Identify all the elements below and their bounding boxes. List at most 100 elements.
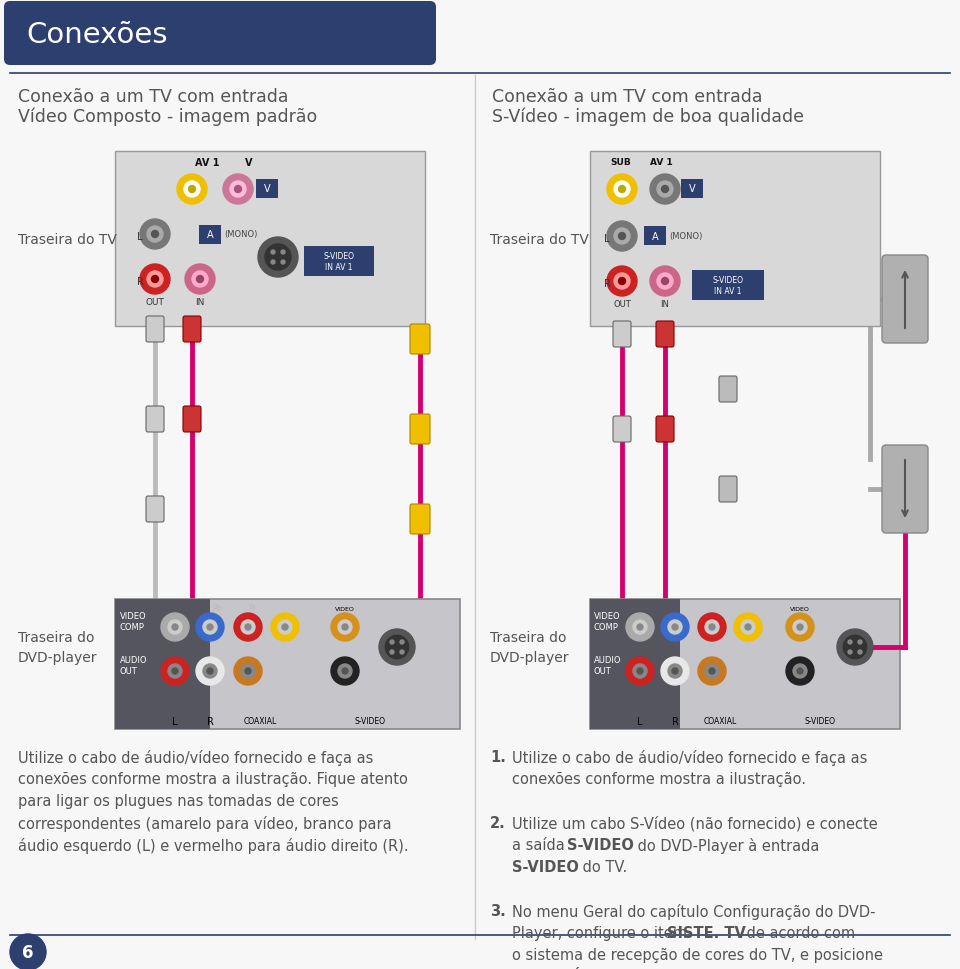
Text: Utilize o cabo de áudio/vídeo fornecido e faça as: Utilize o cabo de áudio/vídeo fornecido … [18, 749, 373, 766]
FancyBboxPatch shape [115, 600, 460, 730]
Circle shape [661, 186, 668, 193]
Circle shape [140, 220, 170, 250]
Text: V: V [688, 184, 695, 195]
Text: conexões conforme mostra a ilustração.: conexões conforme mostra a ilustração. [512, 771, 806, 786]
Text: L: L [137, 232, 143, 241]
Circle shape [618, 278, 626, 285]
Bar [340, 8, 430, 60]
FancyBboxPatch shape [692, 270, 764, 300]
Text: do DVD-Player à entrada: do DVD-Player à entrada [633, 837, 820, 853]
Text: Conexões: Conexões [26, 21, 167, 49]
Text: V: V [264, 184, 271, 195]
Circle shape [342, 669, 348, 674]
Circle shape [668, 620, 682, 635]
Circle shape [745, 624, 751, 631]
FancyBboxPatch shape [4, 2, 436, 66]
Text: VIDEO: VIDEO [335, 607, 355, 611]
Circle shape [147, 227, 163, 243]
Text: VIDEO
COMP: VIDEO COMP [120, 611, 147, 632]
Text: Utilize o cabo de áudio/vídeo fornecido e faça as: Utilize o cabo de áudio/vídeo fornecido … [512, 749, 868, 766]
Circle shape [837, 629, 873, 666]
Circle shape [234, 186, 242, 193]
Text: de acordo com: de acordo com [742, 925, 855, 940]
Bar [590, 600, 680, 730]
Circle shape [188, 186, 196, 193]
Circle shape [698, 657, 726, 685]
Circle shape [637, 624, 643, 631]
FancyBboxPatch shape [656, 322, 674, 348]
Circle shape [709, 669, 715, 674]
FancyBboxPatch shape [882, 256, 928, 344]
FancyBboxPatch shape [882, 446, 928, 534]
FancyBboxPatch shape [146, 407, 164, 432]
Circle shape [657, 182, 673, 198]
Text: conexões conforme mostra a ilustração. Fique atento: conexões conforme mostra a ilustração. F… [18, 771, 408, 786]
Circle shape [234, 613, 262, 641]
Circle shape [192, 271, 208, 288]
Circle shape [848, 650, 852, 654]
Circle shape [281, 251, 285, 255]
Circle shape [709, 624, 715, 631]
FancyBboxPatch shape [719, 377, 737, 402]
FancyBboxPatch shape [199, 226, 221, 245]
Circle shape [385, 636, 409, 659]
Text: Pb: Pb [212, 604, 222, 612]
Circle shape [858, 641, 862, 644]
Circle shape [245, 624, 251, 631]
Circle shape [177, 174, 207, 204]
Text: AUDIO
OUT: AUDIO OUT [120, 655, 148, 675]
Text: S-VIDEO: S-VIDEO [804, 716, 835, 725]
Circle shape [271, 613, 299, 641]
FancyBboxPatch shape [256, 180, 278, 199]
Text: Pr: Pr [248, 604, 255, 612]
Circle shape [230, 182, 246, 198]
Circle shape [705, 620, 719, 635]
Bar [115, 600, 210, 730]
Circle shape [786, 657, 814, 685]
Circle shape [400, 641, 404, 644]
Circle shape [331, 657, 359, 685]
Text: (MONO): (MONO) [224, 231, 257, 239]
Text: L: L [172, 716, 178, 726]
Text: No menu Geral do capítulo Configuração do DVD-: No menu Geral do capítulo Configuração d… [512, 903, 876, 919]
Text: SISTE. TV: SISTE. TV [667, 925, 746, 940]
Text: OUT: OUT [146, 298, 164, 307]
Circle shape [223, 174, 253, 204]
Circle shape [196, 657, 224, 685]
Circle shape [400, 650, 404, 654]
Text: 6: 6 [22, 943, 34, 961]
Circle shape [614, 229, 630, 245]
Circle shape [672, 669, 678, 674]
Text: S-VIDEO
IN AV 1: S-VIDEO IN AV 1 [324, 252, 354, 271]
Circle shape [843, 636, 867, 659]
Text: IN: IN [660, 300, 669, 309]
Circle shape [207, 624, 213, 631]
Circle shape [271, 251, 275, 255]
Text: OUT: OUT [613, 300, 631, 309]
Text: o sistema de recepção de cores do TV, e posicione: o sistema de recepção de cores do TV, e … [512, 947, 883, 962]
Text: IN: IN [195, 298, 204, 307]
FancyBboxPatch shape [410, 415, 430, 445]
Circle shape [661, 613, 689, 641]
FancyBboxPatch shape [681, 180, 703, 199]
Circle shape [342, 624, 348, 631]
FancyBboxPatch shape [410, 505, 430, 535]
Circle shape [793, 620, 807, 635]
Circle shape [140, 265, 170, 295]
FancyBboxPatch shape [146, 496, 164, 522]
Circle shape [618, 186, 626, 193]
Circle shape [241, 620, 255, 635]
FancyBboxPatch shape [304, 247, 374, 277]
Circle shape [858, 650, 862, 654]
Circle shape [797, 624, 803, 631]
Circle shape [281, 261, 285, 265]
FancyBboxPatch shape [590, 600, 900, 730]
Circle shape [618, 234, 626, 240]
Text: R: R [604, 279, 611, 289]
Circle shape [672, 624, 678, 631]
Text: VIDEO: VIDEO [790, 607, 810, 611]
FancyBboxPatch shape [719, 477, 737, 503]
FancyBboxPatch shape [613, 417, 631, 443]
Circle shape [607, 222, 637, 252]
Circle shape [168, 620, 182, 635]
